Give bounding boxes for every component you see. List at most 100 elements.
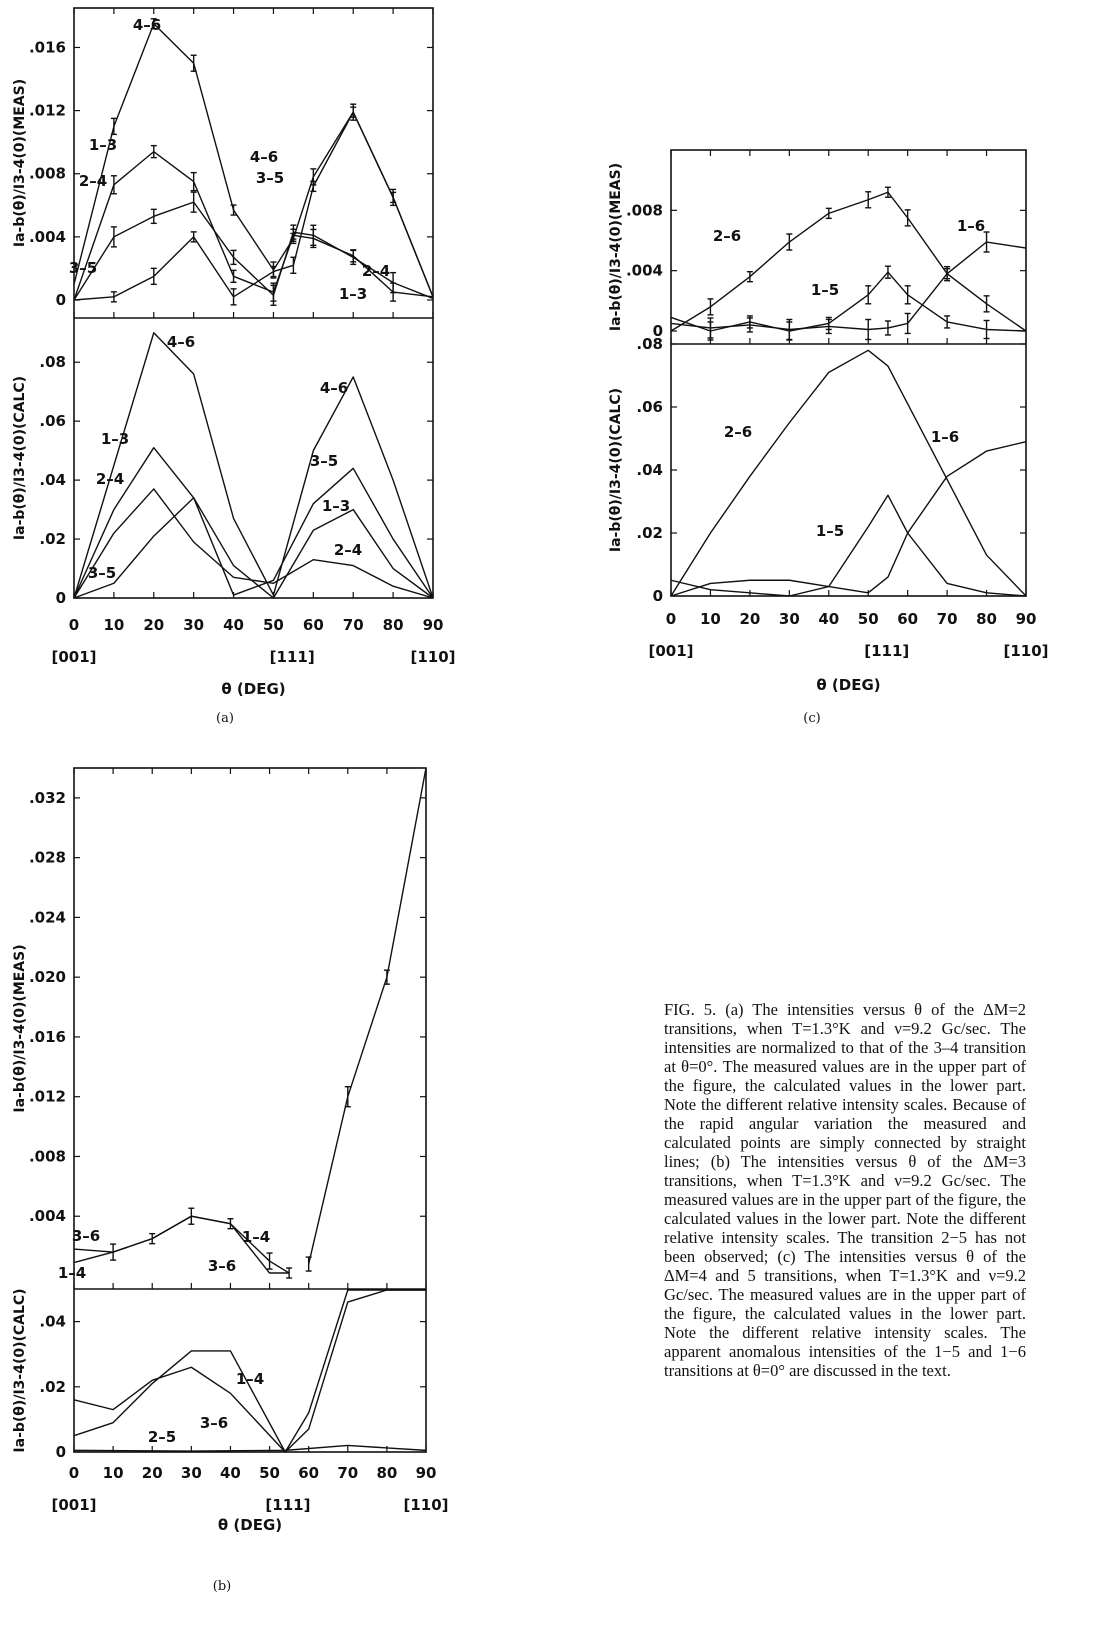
plot-frame xyxy=(670,149,1027,597)
panel-b: 0 10 20 30 40 50 60 70 80 90 [001] [111] [110] θ (DEG… xyxy=(12,767,449,1594)
y-tick-label: .012 xyxy=(29,1088,66,1106)
y-tick-label: .04 xyxy=(39,471,66,489)
curve-label: 4–6 xyxy=(167,333,195,351)
y-tick-label: .016 xyxy=(29,38,66,56)
curve-label: 1–3 xyxy=(322,497,350,515)
curve-label: 2–5 xyxy=(148,1428,176,1446)
y-tick-label: .004 xyxy=(626,262,663,280)
x-tick-label: 20 xyxy=(739,610,760,628)
plot-frame xyxy=(73,7,434,599)
curve-label: 4–6 xyxy=(250,148,278,166)
series-line-unlabeled xyxy=(307,767,427,1265)
series-line-4-6 xyxy=(73,332,434,599)
curve-label: 3–6 xyxy=(72,1227,100,1245)
y-tick-label: .004 xyxy=(29,1207,66,1225)
x-tick-label: 70 xyxy=(343,616,364,634)
y-tick-label: .004 xyxy=(29,228,66,246)
x-tick-label: 90 xyxy=(423,616,444,634)
direction-label: [110] xyxy=(410,648,455,666)
y-axis-label-calc: Ia-b(θ)/I3-4(0)(CALC) xyxy=(12,1288,28,1452)
curve-label: 1–3 xyxy=(101,430,129,448)
y-tick-label: .016 xyxy=(29,1028,66,1046)
series-line-1-4 xyxy=(73,1215,290,1274)
y-tick-label: .012 xyxy=(29,102,66,120)
y-axis-label-calc: Ia-b(θ)/I3-4(0)(CALC) xyxy=(608,388,624,552)
series-line-1-5 xyxy=(670,271,1027,332)
direction-label: [111] xyxy=(864,642,909,660)
y-tick-label: .028 xyxy=(29,849,66,867)
y-axis-label-calc: Ia-b(θ)/I3-4(0)(CALC) xyxy=(12,376,28,540)
direction-label: [001] xyxy=(648,642,693,660)
curve-label: 2–4 xyxy=(334,541,362,559)
y-tick-label: .02 xyxy=(39,1378,66,1396)
direction-label: [001] xyxy=(51,1496,96,1514)
x-axis-label: θ (DEG) xyxy=(816,676,880,694)
y-tick-label: .06 xyxy=(636,398,663,416)
series-line-1-4 xyxy=(73,1289,426,1453)
series-line-2-4 xyxy=(73,201,434,301)
x-tick-label: 30 xyxy=(181,1464,202,1482)
x-axis-label: θ (DEG) xyxy=(218,1516,282,1534)
x-tick-label: 10 xyxy=(103,616,124,634)
series-line-3-5 xyxy=(73,467,434,599)
x-tick-label: 0 xyxy=(69,616,79,634)
direction-label: [110] xyxy=(1003,642,1048,660)
y-tick-label: .008 xyxy=(29,1147,66,1165)
y-tick-label: .08 xyxy=(39,353,66,371)
curve-label: 3–5 xyxy=(310,452,338,470)
x-tick-label: 80 xyxy=(976,610,997,628)
curve-label: 1–3 xyxy=(89,136,117,154)
x-tick-label: 90 xyxy=(416,1464,437,1482)
series-line-3-6 xyxy=(73,1289,426,1453)
curve-label: 2–4 xyxy=(96,470,124,488)
x-tick-label: 40 xyxy=(220,1464,241,1482)
x-tick-label: 20 xyxy=(143,616,164,634)
series-line-1-6 xyxy=(670,241,1027,331)
x-tick-label: 60 xyxy=(303,616,324,634)
direction-label: [110] xyxy=(403,1496,448,1514)
curve-label: 1–4 xyxy=(58,1264,86,1282)
panel-label: (b) xyxy=(213,1579,231,1594)
y-tick-label: 0 xyxy=(653,587,663,605)
curve-label: 3–6 xyxy=(208,1257,236,1275)
figure-caption: FIG. 5. (a) The intensities versus θ of … xyxy=(664,1000,1026,1380)
x-tick-label: 40 xyxy=(223,616,244,634)
curve-label: 1–5 xyxy=(816,522,844,540)
curve-label: 1–4 xyxy=(236,1370,264,1388)
x-tick-label: 50 xyxy=(858,610,879,628)
y-tick-label: .024 xyxy=(29,908,66,926)
x-tick-label: 80 xyxy=(383,616,404,634)
curve-label: 3–6 xyxy=(200,1414,228,1432)
x-tick-label: 0 xyxy=(69,1464,79,1482)
x-tick-label: 30 xyxy=(183,616,204,634)
x-tick-label: 70 xyxy=(937,610,958,628)
y-tick-label: .04 xyxy=(39,1313,66,1331)
x-tick-label: 50 xyxy=(263,616,284,634)
y-tick-label: .008 xyxy=(626,201,663,219)
panel-label: (c) xyxy=(803,711,820,726)
y-tick-label: 0 xyxy=(56,589,66,607)
series-line-2-4 xyxy=(73,488,434,599)
x-tick-label: 50 xyxy=(259,1464,280,1482)
panel-label: (a) xyxy=(216,711,234,726)
curve-label: 3–5 xyxy=(88,564,116,582)
curve-label: 2–6 xyxy=(713,227,741,245)
series-line-1-5 xyxy=(670,494,1027,597)
x-tick-label: 60 xyxy=(298,1464,319,1482)
series-line-1-3 xyxy=(73,446,434,599)
panel-c: 0 10 20 30 40 50 60 70 80 90 [001] [111] [110] θ (DEG… xyxy=(608,149,1049,726)
x-axis-label: θ (DEG) xyxy=(221,680,285,698)
series-line-1-6 xyxy=(670,440,1027,597)
y-tick-label: .06 xyxy=(39,412,66,430)
curve-label: 2–4 xyxy=(79,172,107,190)
y-tick-label: 0 xyxy=(56,1443,66,1461)
x-tick-label: 80 xyxy=(376,1464,397,1482)
x-tick-label: 60 xyxy=(897,610,918,628)
panel-a: 0 10 20 30 40 50 60 70 80 90 [001] [111] [110] θ (DEG… xyxy=(12,7,456,726)
x-tick-label: 20 xyxy=(142,1464,163,1482)
x-tick-label: 0 xyxy=(666,610,676,628)
y-axis-label-meas: Ia-b(θ)/I3-4(0)(MEAS) xyxy=(608,163,624,331)
x-tick-label: 90 xyxy=(1016,610,1037,628)
x-tick-label: 70 xyxy=(337,1464,358,1482)
